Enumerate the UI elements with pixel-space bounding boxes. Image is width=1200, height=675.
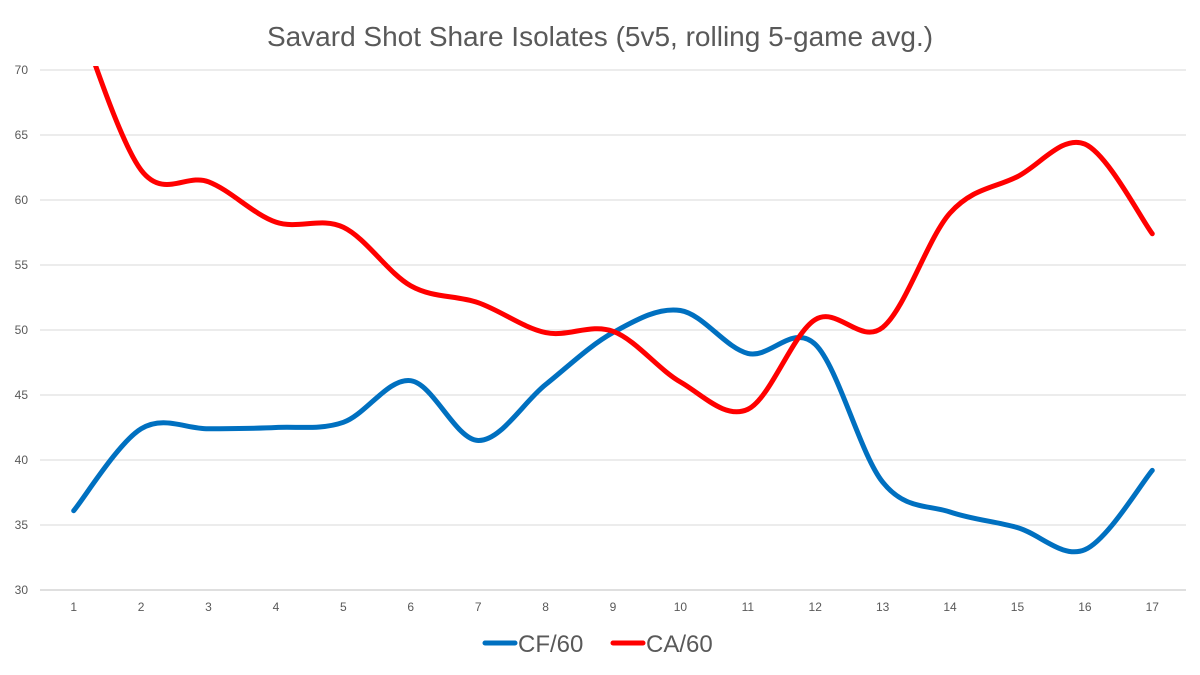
x-axis-tick-labels: 1 2 3 4 5 6 7 8 9 10 11 12 13 14 15 16 17 [70,600,1159,614]
y-tick-label: 70 [15,63,29,77]
x-tick-label: 9 [610,600,617,614]
y-tick-label: 45 [15,388,29,402]
y-tick-label: 60 [15,193,29,207]
y-tick-label: 35 [15,518,29,532]
legend-label: CF/60 [518,631,583,658]
x-tick-label: 14 [943,600,957,614]
x-tick-label: 4 [273,600,280,614]
x-tick-label: 8 [542,600,549,614]
x-tick-label: 17 [1146,600,1160,614]
y-tick-label: 65 [15,128,29,142]
x-tick-label: 2 [138,600,145,614]
series-line-ca-60 [92,66,1155,415]
x-tick-label: 11 [742,600,755,614]
x-tick-label: 1 [70,600,77,614]
y-tick-label: 50 [15,323,29,337]
legend: CF/60 CA/60 [482,631,713,658]
series-line-cf-60 [71,307,1155,555]
x-tick-label: 15 [1011,600,1025,614]
y-tick-label: 30 [15,583,29,597]
legend-item-ca-60: CA/60 [610,631,713,658]
y-tick-label: 55 [15,258,29,272]
x-tick-label: 12 [809,600,823,614]
x-tick-label: 3 [205,600,212,614]
legend-item-cf-60: CF/60 [482,631,583,658]
y-tick-label: 40 [15,453,29,467]
y-axis-tick-labels: 30 35 40 45 50 55 60 65 70 [15,63,29,597]
x-tick-label: 13 [876,600,890,614]
x-tick-label: 16 [1078,600,1092,614]
x-tick-label: 6 [407,600,414,614]
x-tick-label: 10 [674,600,688,614]
x-tick-label: 5 [340,600,347,614]
chart-title: Savard Shot Share Isolates (5v5, rolling… [267,21,933,52]
series-lines [71,66,1155,555]
legend-label: CA/60 [646,631,713,658]
x-tick-label: 7 [475,600,482,614]
